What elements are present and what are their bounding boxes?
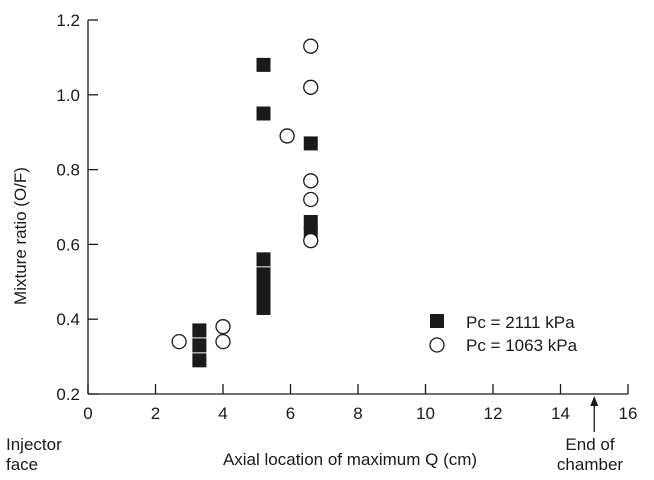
annotation-line: End of [565, 435, 614, 454]
x-tick-label: 0 [83, 404, 92, 423]
data-point-open-circle [303, 191, 319, 208]
y-tick-label: 0.6 [56, 235, 80, 254]
x-tick-label: 6 [286, 404, 295, 423]
data-point-open-circle [303, 233, 319, 249]
x-tick-label: 8 [353, 404, 362, 423]
data-point-filled-square [192, 338, 207, 353]
data-point-open-circle [303, 79, 319, 95]
legend-label-series-2: Pc = 1063 kPa [466, 336, 578, 355]
x-tick-label: 12 [484, 404, 503, 423]
data-point-open-circle [171, 333, 187, 350]
end-of-chamber-label: End of chamber [557, 435, 623, 474]
x-axis-title: Axial location of maximum Q (cm) [223, 450, 477, 469]
data-point-filled-square [256, 252, 271, 267]
y-tick-label: 0.8 [56, 161, 80, 180]
x-axis-ticks: 0 2 4 6 8 10 12 14 16 [83, 384, 637, 423]
data-point-filled-square [256, 106, 271, 121]
y-tick-label: 1.0 [56, 86, 80, 105]
legend-label-series-1: Pc = 2111 kPa [466, 313, 575, 332]
data-point-filled-square [256, 57, 271, 72]
arrow-head [590, 396, 599, 406]
legend-marker-filled-square [430, 314, 444, 328]
data-point-filled-square [303, 214, 318, 229]
data-point-open-circle [215, 333, 231, 350]
x-tick-label: 4 [218, 404, 227, 423]
data-point-filled-square [303, 136, 318, 151]
x-tick-label: 16 [619, 404, 638, 423]
data-point-filled-square [256, 278, 271, 293]
data-point-open-circle [215, 319, 231, 335]
annotations: Injector face End of chamber [6, 396, 623, 474]
end-of-chamber-arrow [590, 396, 599, 432]
data-point-open-circle [303, 38, 319, 54]
x-tick-label: 2 [151, 404, 160, 423]
injector-face-label: Injector face [6, 435, 62, 474]
legend: Pc = 2111 kPa Pc = 1063 kPa [429, 313, 578, 355]
y-tick-label: 0.2 [56, 385, 80, 404]
data-point-open-circle [303, 173, 319, 189]
x-tick-label: 10 [416, 404, 435, 423]
annotation-line: face [6, 455, 38, 474]
annotation-line: chamber [557, 455, 623, 474]
data-point-filled-square [256, 289, 271, 304]
data-point-open-circle [279, 128, 295, 144]
y-axis-ticks: 0.2 0.4 0.6 0.8 1.0 1.2 [56, 11, 98, 404]
x-tick-label: 14 [551, 404, 570, 423]
data-point-filled-square [256, 267, 271, 282]
y-tick-label: 1.2 [56, 11, 80, 30]
data-points [171, 38, 319, 368]
y-axis-title: Mixture ratio (O/F) [11, 167, 30, 305]
legend-marker-open-circle [429, 337, 445, 353]
data-point-filled-square [192, 323, 207, 338]
annotation-line: Injector [6, 435, 62, 454]
data-point-filled-square [192, 353, 207, 368]
y-tick-label: 0.4 [56, 310, 80, 329]
data-point-filled-square [256, 300, 271, 315]
